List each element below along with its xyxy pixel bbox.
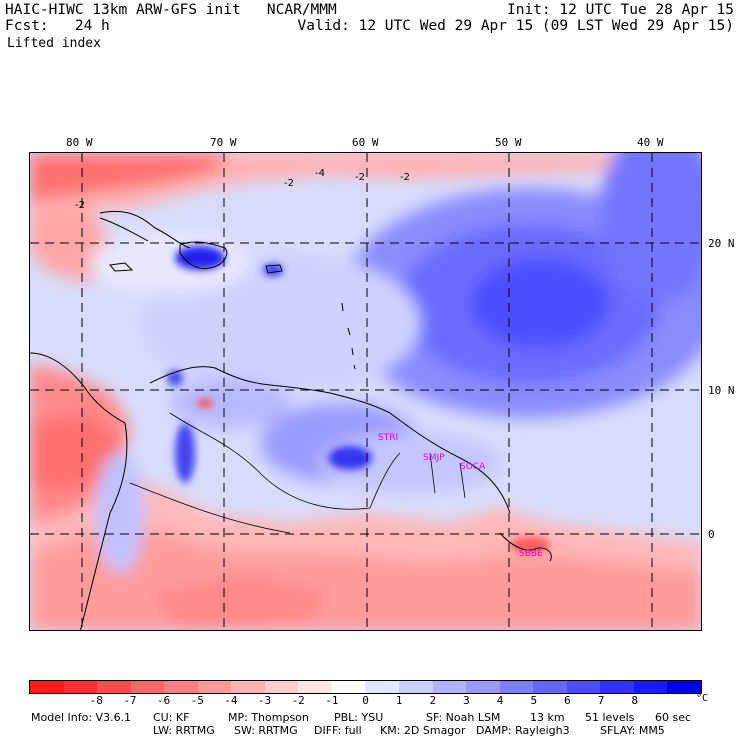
model-info-levels: 51 levels — [585, 711, 635, 724]
model-info-cu: CU: KF — [153, 711, 190, 724]
contour-labels: -2 -4 -2 -2 -2 — [75, 168, 410, 211]
colorbar-tick-label: -1 — [325, 694, 339, 707]
colorbar-swatch — [466, 681, 500, 693]
lat-label-10n: 10 N — [708, 384, 735, 397]
colorbar-tick-label: 4 — [496, 694, 504, 707]
colorbar-swatch — [97, 681, 131, 693]
model-info-version: Model Info: V3.6.1 — [31, 711, 132, 724]
lat-label-0: 0 — [708, 528, 715, 541]
contour-label: -2 — [75, 200, 85, 211]
lon-label-60w: 60 W — [352, 136, 379, 149]
lon-label-40w: 40 W — [637, 136, 664, 149]
colorbar-tick-label: -4 — [224, 694, 238, 707]
colorbar-swatch — [667, 681, 701, 693]
coastlines — [30, 210, 552, 630]
model-info-damp: DAMP: Rayleigh3 — [476, 724, 570, 737]
model-info-km: KM: 2D Smagor — [380, 724, 466, 737]
field-name: Lifted index — [7, 36, 101, 51]
colorbar-tick-label: 6 — [564, 694, 571, 707]
map-canvas: -2 -4 -2 -2 -2 — [30, 153, 701, 630]
colorbar-tick-label: -3 — [257, 694, 272, 707]
model-info-res: 13 km — [530, 711, 565, 724]
lat-label-20n: 20 N — [708, 237, 735, 250]
lat-lon-grid — [30, 153, 701, 630]
colorbar-tick-label: -7 — [123, 694, 137, 707]
colorbar-unit: °C — [696, 693, 709, 704]
colorbar-tick-label: 3 — [463, 694, 470, 707]
colorbar-tick-label: 2 — [429, 694, 437, 707]
colorbar-swatch — [298, 681, 332, 693]
colorbar-swatch — [231, 681, 265, 693]
colorbar-swatch — [399, 681, 433, 693]
model-info-lw: LW: RRTMG — [153, 724, 215, 737]
colorbar-swatch — [63, 681, 98, 693]
colorbar-swatch — [197, 681, 232, 693]
colorbar-tick-label: 0 — [362, 694, 369, 707]
colorbar-swatch — [164, 681, 198, 693]
colorbar-ticks: -8 -7 -6 -5 -4 -3 -2 -1 0 1 2 3 4 5 6 7 8 — [29, 694, 702, 710]
site-label: SOCA — [460, 462, 486, 472]
colorbar-tick-label: -8 — [89, 694, 103, 707]
model-info-sflay: SFLAY: MM5 — [600, 724, 665, 737]
convective-cores — [167, 246, 550, 553]
site-label: SMJP — [423, 453, 445, 463]
colorbar-tick-label: -6 — [156, 694, 171, 707]
colorbar-tick-label: 8 — [631, 694, 638, 707]
model-title: HAIC-HIWC 13km ARW-GFS init NCAR/MMM — [5, 2, 337, 18]
model-info-mp: MP: Thompson — [228, 711, 309, 724]
colorbar-tick-label: 5 — [530, 694, 538, 707]
colorbar-swatch — [130, 681, 165, 693]
colorbar — [29, 680, 702, 694]
model-info-timestep: 60 sec — [655, 711, 692, 724]
contour-label: -2 — [400, 172, 410, 183]
colorbar-swatch — [633, 681, 668, 693]
site-label: STRI — [378, 433, 399, 443]
colorbar-swatch — [365, 681, 400, 693]
model-info-sf: SF: Noah LSM — [426, 711, 501, 724]
colorbar-swatch — [331, 681, 366, 693]
forecast-hour: Fcst: 24 h — [5, 18, 110, 34]
colorbar-swatch — [566, 681, 601, 693]
valid-time: Valid: 12 UTC Wed 29 Apr 15 (09 LST Wed … — [297, 18, 735, 34]
contour-label: -2 — [284, 178, 294, 189]
colorbar-swatch — [600, 681, 634, 693]
colorbar-tick-label: 1 — [395, 694, 403, 707]
colorbar-swatch — [432, 681, 467, 693]
lon-label-80w: 80 W — [66, 136, 93, 149]
init-time: Init: 12 UTC Tue 28 Apr 15 — [507, 2, 734, 18]
lon-label-50w: 50 W — [495, 136, 522, 149]
colorbar-tick-label: -5 — [190, 694, 204, 707]
colorbar-swatch — [499, 681, 534, 693]
contour-label: -4 — [315, 168, 325, 179]
site-label: SBBE — [519, 549, 543, 559]
colorbar-swatch — [533, 681, 567, 693]
colorbar-swatch — [264, 681, 299, 693]
model-info-diff: DIFF: full — [314, 724, 362, 737]
model-info-pbl: PBL: YSU — [334, 711, 384, 724]
colorbar-tick-label: -2 — [291, 694, 305, 707]
contour-label: -2 — [355, 172, 365, 183]
lifted-index-map: -2 -4 -2 -2 -2 STRI SMJP SOCA SBBE — [29, 152, 702, 631]
colorbar-swatch — [30, 681, 64, 693]
colorbar-tick-label: 7 — [597, 694, 605, 707]
lon-label-70w: 70 W — [210, 136, 237, 149]
model-info-sw: SW: RRTMG — [234, 724, 298, 737]
lifted-index-field — [30, 153, 701, 630]
